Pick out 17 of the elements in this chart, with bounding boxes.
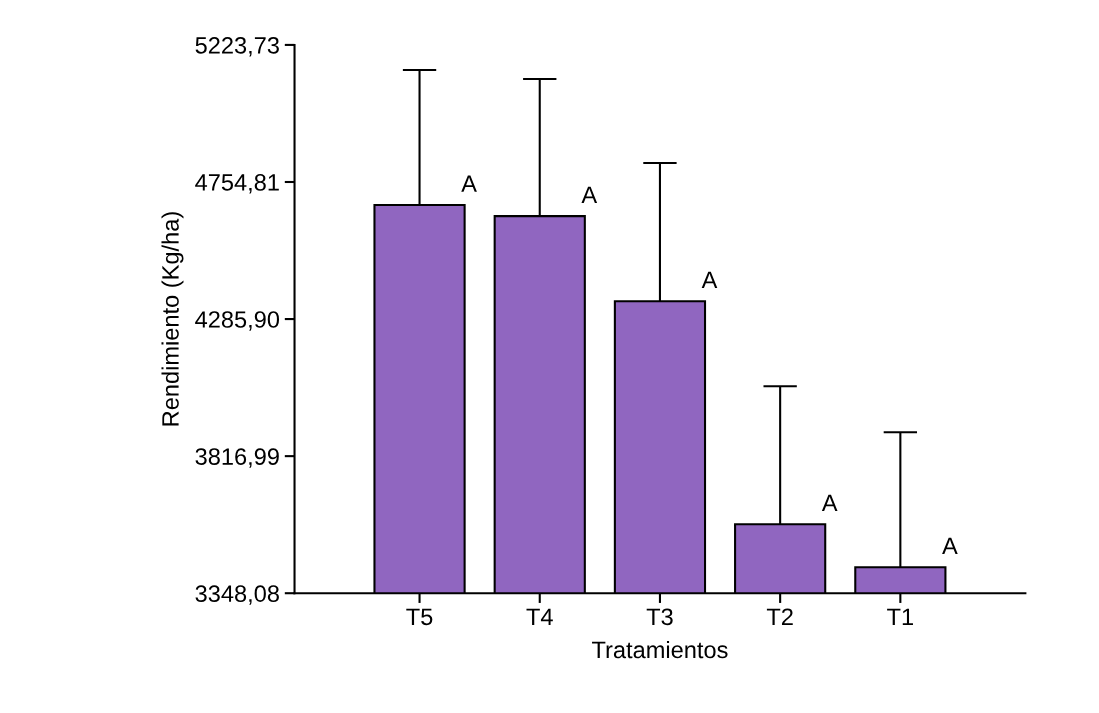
annotation: A [821, 494, 838, 512]
x-tick-label: T3 [646, 608, 673, 626]
annotation: A [461, 175, 477, 192]
x-tick-label: T2 [766, 608, 793, 625]
x-tick-label: T4 [526, 608, 553, 625]
y-tick-label: 4754,81 [195, 174, 279, 194]
y-tick-label: 3348,08 [195, 585, 279, 605]
y-tick-label: 3816,99 [195, 448, 279, 468]
y-tick-label: 4285,90 [195, 311, 280, 331]
y-axis-title: Rendimiento (Kg/ha) [161, 212, 184, 426]
y-tick-label: 5223,73 [195, 36, 279, 57]
x-axis-title: Tratamientos [592, 640, 728, 659]
x-tick-label: T1 [887, 608, 913, 625]
x-tick-label: T5 [406, 608, 433, 626]
annotation: A [701, 271, 718, 288]
annotation: A [581, 186, 598, 203]
annotation: A [942, 537, 958, 554]
